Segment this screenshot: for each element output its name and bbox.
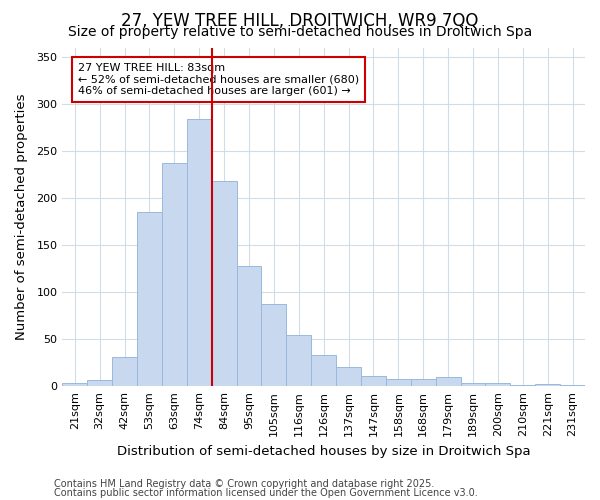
Bar <box>236 266 262 386</box>
Bar <box>112 357 137 386</box>
Bar <box>461 384 485 386</box>
Y-axis label: Number of semi-detached properties: Number of semi-detached properties <box>15 94 28 340</box>
Bar <box>411 379 436 386</box>
Bar <box>286 336 311 386</box>
Bar <box>311 355 336 386</box>
Bar <box>361 376 386 386</box>
Bar <box>162 164 187 386</box>
Bar <box>485 384 511 386</box>
Bar <box>262 304 286 386</box>
Bar <box>386 379 411 386</box>
Bar <box>535 384 560 386</box>
Text: Size of property relative to semi-detached houses in Droitwich Spa: Size of property relative to semi-detach… <box>68 25 532 39</box>
Bar <box>87 380 112 386</box>
Bar <box>336 368 361 386</box>
Text: Contains HM Land Registry data © Crown copyright and database right 2025.: Contains HM Land Registry data © Crown c… <box>54 479 434 489</box>
X-axis label: Distribution of semi-detached houses by size in Droitwich Spa: Distribution of semi-detached houses by … <box>117 444 530 458</box>
Bar <box>436 377 461 386</box>
Bar <box>212 181 236 386</box>
Bar <box>62 382 87 386</box>
Text: 27 YEW TREE HILL: 83sqm
← 52% of semi-detached houses are smaller (680)
46% of s: 27 YEW TREE HILL: 83sqm ← 52% of semi-de… <box>78 62 359 96</box>
Bar <box>137 212 162 386</box>
Bar <box>187 119 212 386</box>
Text: Contains public sector information licensed under the Open Government Licence v3: Contains public sector information licen… <box>54 488 478 498</box>
Text: 27, YEW TREE HILL, DROITWICH, WR9 7QQ: 27, YEW TREE HILL, DROITWICH, WR9 7QQ <box>121 12 479 30</box>
